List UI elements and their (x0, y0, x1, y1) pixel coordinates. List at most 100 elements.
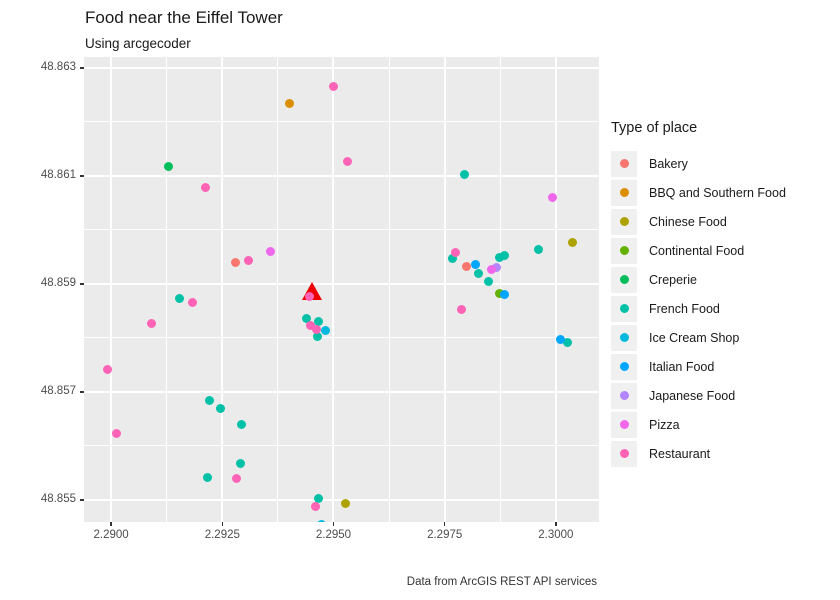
legend-swatch (619, 420, 629, 429)
legend-item-label: Restaurant (649, 446, 711, 461)
gridline-x-minor (388, 57, 390, 522)
data-point (462, 262, 472, 272)
legend-swatch (619, 333, 629, 342)
legend-item: BBQ and Southern Food (611, 178, 837, 207)
data-point (230, 258, 240, 268)
gridline-y-minor (84, 337, 599, 339)
legend-item-label: BBQ and Southern Food (649, 185, 786, 200)
x-axis-tick-label: 2.2925 (204, 529, 240, 541)
legend-swatch (619, 362, 629, 371)
data-point (312, 331, 322, 341)
legend-key (611, 208, 637, 235)
data-point (548, 192, 558, 202)
y-axis-tick-label: 48.861 (40, 168, 76, 181)
data-point (487, 265, 497, 275)
data-point (236, 459, 246, 469)
data-point (102, 364, 112, 374)
gridline-y-minor (84, 445, 599, 447)
data-point (448, 253, 458, 263)
legend-item-label: Pizza (649, 417, 680, 432)
gridline-x-minor (277, 57, 279, 522)
data-point (500, 251, 510, 261)
legend-title: Type of place (611, 120, 698, 136)
legend-item-label: Continental Food (649, 243, 745, 258)
legend-swatch (619, 391, 629, 400)
data-point (556, 335, 566, 345)
data-point (534, 245, 544, 255)
legend-item: Continental Food (611, 236, 837, 265)
data-point (563, 337, 573, 347)
legend-key (611, 382, 637, 409)
legend: Type of place Bakery BBQ and Southern Foo… (611, 120, 837, 468)
data-point (232, 474, 242, 484)
legend-item-label: Ice Cream Shop (649, 330, 740, 345)
legend-item-label: Italian Food (649, 359, 715, 374)
y-axis-tick-label: 48.863 (40, 60, 76, 73)
gridline-x-major (110, 57, 113, 522)
data-point (343, 156, 353, 166)
data-point (484, 277, 494, 287)
data-point (202, 473, 212, 483)
legend-item-label: Bakery (649, 156, 688, 171)
gridline-y-major (84, 282, 599, 285)
data-point (205, 395, 215, 405)
data-point (341, 499, 351, 509)
legend-item: Pizza (611, 410, 837, 439)
y-axis-tick-label: 48.859 (40, 276, 76, 289)
data-point (492, 263, 502, 273)
x-axis-tick-label: 2.3000 (538, 529, 574, 541)
data-point (201, 182, 211, 192)
data-point (311, 324, 321, 334)
legend-key (611, 324, 637, 351)
y-axis-tick (80, 499, 84, 501)
data-point (451, 248, 461, 257)
gridline-x-major (554, 57, 557, 522)
data-point (305, 292, 315, 302)
legend-key (611, 440, 637, 467)
legend-item: Ice Cream Shop (611, 323, 837, 352)
legend-key (611, 353, 637, 380)
x-axis-tick (110, 522, 112, 526)
legend-item: Creperie (611, 265, 837, 294)
data-point (495, 288, 505, 298)
data-point (146, 319, 156, 329)
legend-swatch (619, 159, 629, 168)
legend-item-label: Japanese Food (649, 388, 736, 403)
data-point (500, 289, 510, 299)
x-axis-tick-label: 2.2950 (315, 529, 352, 541)
gridline-y-minor (84, 229, 599, 231)
gridline-x-minor (166, 57, 168, 522)
legend-key (611, 266, 637, 293)
y-axis-tick-label: 48.857 (40, 384, 76, 397)
x-axis-tick (555, 522, 557, 526)
data-point (215, 404, 225, 414)
data-point (266, 247, 276, 257)
data-point (495, 253, 505, 263)
legend-swatch (619, 275, 629, 284)
legend-item: Restaurant (611, 439, 837, 468)
data-point (285, 99, 295, 109)
x-axis-tick (221, 522, 224, 526)
gridline-x-major (332, 57, 335, 522)
y-axis-tick (80, 175, 84, 177)
data-point (328, 81, 338, 91)
legend-swatch (619, 304, 629, 313)
gridline-x-major (443, 57, 446, 522)
y-axis-tick-label: 48.855 (40, 492, 76, 505)
legend-item-label: French Food (649, 301, 720, 316)
data-point (112, 428, 122, 438)
legend-key (611, 411, 637, 438)
legend-swatch (619, 449, 629, 458)
x-axis-tick (443, 522, 446, 526)
gridline-x-major (221, 57, 224, 522)
data-point (188, 298, 198, 308)
data-point (314, 494, 324, 504)
legend-swatch (619, 246, 629, 255)
legend-swatch (619, 188, 629, 197)
gridline-y-major (84, 390, 599, 393)
data-point (237, 419, 247, 429)
data-point (316, 519, 326, 522)
x-axis-tick-label: 2.2900 (93, 529, 129, 541)
legend-item: French Food (611, 294, 837, 323)
